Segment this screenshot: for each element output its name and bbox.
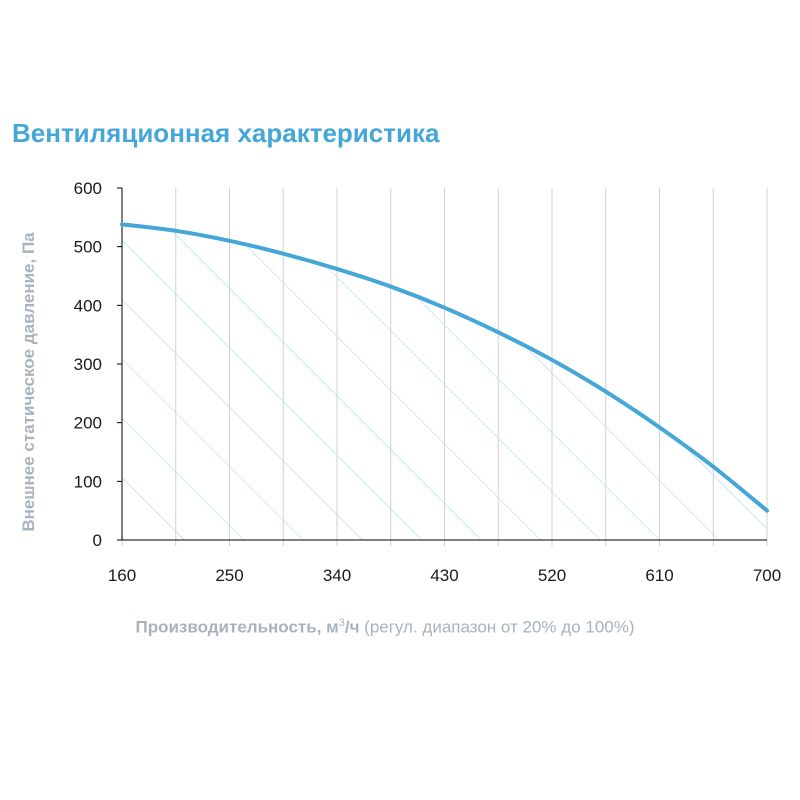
- y-tick-label-3: 300: [74, 355, 102, 374]
- x-tick-labels: 160 250 340 430 520 610 700: [108, 566, 781, 585]
- x-tick-label-6: 700: [753, 566, 781, 585]
- x-tick-label-2: 340: [323, 566, 351, 585]
- chart-title: Вентиляционная характеристика: [12, 118, 440, 148]
- y-axis-label: Внешнее статическое давление, Па: [19, 232, 38, 532]
- area-fill: [122, 224, 767, 540]
- y-tick-label-5: 500: [74, 238, 102, 257]
- x-tick-label-5: 610: [645, 566, 673, 585]
- y-tick-labels: 0 100 200 300 400 500 600: [74, 179, 102, 550]
- y-tick-label-4: 400: [74, 296, 102, 315]
- hatch-area: [122, 224, 767, 540]
- series-line: [120, 222, 769, 513]
- x-tick-label-3: 430: [430, 566, 458, 585]
- x-axis-label-main: Производительность, м: [135, 617, 339, 637]
- axes: [117, 187, 767, 541]
- x-tick-label-1: 250: [215, 566, 243, 585]
- x-axis-label-sup: 3: [338, 617, 345, 629]
- y-tick-label-1: 100: [74, 472, 102, 491]
- curve-layer: [120, 222, 769, 513]
- y-tick-label-2: 200: [74, 414, 102, 433]
- y-tick-label-0: 0: [93, 531, 102, 550]
- x-axis-label: Производительность, м3/ч (регул. диапазо…: [0, 617, 770, 638]
- x-tick-label-4: 520: [538, 566, 566, 585]
- x-tick-label-0: 160: [108, 566, 136, 585]
- x-axis-label-unit: /ч: [344, 617, 360, 637]
- y-tick-label-6: 600: [74, 179, 102, 198]
- x-axis-label-note: (регул. диапазон от 20% до 100%): [359, 617, 635, 637]
